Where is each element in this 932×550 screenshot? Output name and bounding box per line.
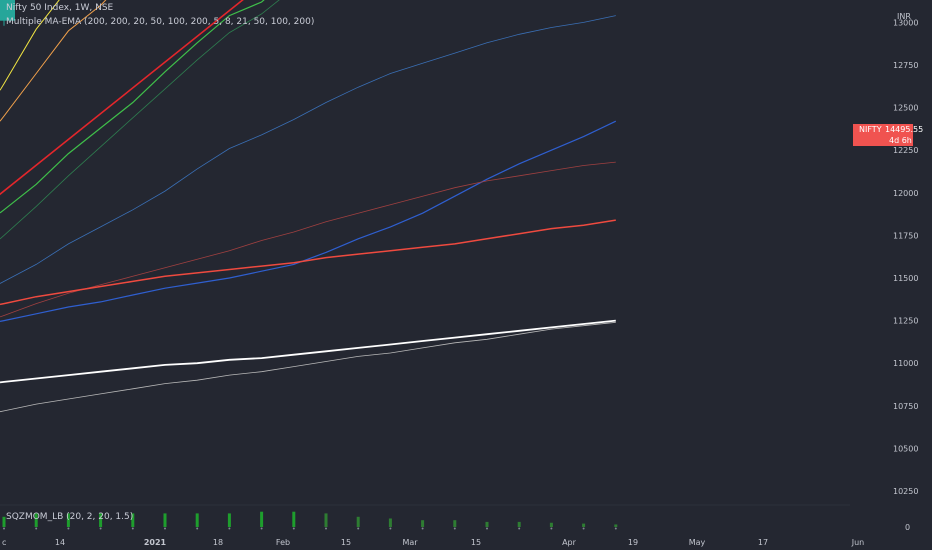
momentum-bar <box>356 516 360 527</box>
squeeze-dot <box>131 527 134 530</box>
time-tick-label: 14 <box>55 538 65 547</box>
time-tick-label: Jun <box>851 538 865 547</box>
price-tick-label: 10750 <box>893 402 918 411</box>
squeeze-dot <box>99 527 102 530</box>
momentum-bar <box>260 511 264 527</box>
price-tick-label: 11250 <box>893 317 918 326</box>
momentum-tick-label: 0 <box>905 523 910 532</box>
momentum-bar <box>582 523 586 527</box>
squeeze-momentum-legend: SQZMOM_LB (20, 2, 20, 1.5) <box>6 512 134 522</box>
ma-line <box>0 321 616 413</box>
squeeze-dot <box>164 527 166 530</box>
squeeze-dot <box>357 527 360 530</box>
squeeze-dot <box>67 527 70 530</box>
squeeze-dot <box>3 527 5 530</box>
ma-line <box>0 0 265 214</box>
momentum-bar <box>292 511 296 527</box>
momentum-histogram <box>2 511 618 530</box>
ma-line <box>0 161 616 318</box>
price-axis: 10250 10500 10750 11000 11250 11500 11750 12000… <box>893 18 918 532</box>
price-tick-label: 12750 <box>893 61 918 70</box>
momentum-bar <box>195 513 199 527</box>
momentum-bar <box>324 513 328 527</box>
ma-line <box>0 319 616 384</box>
price-tick-label: 12000 <box>893 189 918 198</box>
momentum-bar <box>99 513 103 527</box>
price-tick-label: 12250 <box>893 146 918 155</box>
time-tick-label: 2021 <box>144 538 167 547</box>
time-tick-label: Feb <box>276 538 290 547</box>
ma-line <box>0 0 280 240</box>
time-tick-label: Mar <box>402 538 418 547</box>
squeeze-dot <box>292 527 295 530</box>
momentum-bar <box>66 513 70 527</box>
momentum-bar <box>421 520 425 527</box>
momentum-bar <box>517 521 521 527</box>
price-tick-label: 10250 <box>893 487 918 496</box>
squeeze-dot <box>453 527 456 530</box>
squeeze-dot <box>550 527 553 530</box>
time-tick-label: 15 <box>341 538 351 547</box>
time-tick-label: 15 <box>471 538 481 547</box>
momentum-bar <box>453 520 457 527</box>
time-axis: c 14 2021 18 Feb 15 Mar 15 Apr 19 May 17 Jun <box>2 538 864 547</box>
price-tick-label: 11500 <box>893 274 918 283</box>
price-tick-label: 13000 <box>893 18 918 27</box>
squeeze-dot <box>325 527 327 530</box>
trend-lines <box>0 0 244 196</box>
squeeze-dot <box>228 527 231 530</box>
price-label-countdown: 4d 6h <box>889 136 912 145</box>
last-price-label: NIFTY 14495.55 4d 6h <box>853 124 923 146</box>
squeeze-dot <box>582 527 585 530</box>
time-tick-label: c <box>2 538 6 547</box>
squeeze-dot <box>389 527 392 530</box>
momentum-bar <box>163 513 167 527</box>
indicator-legend: Multiple MA-EMA (200, 200, 20, 50, 100, … <box>6 17 315 27</box>
momentum-bar <box>227 513 231 527</box>
price-tick-label: 10500 <box>893 444 918 453</box>
momentum-bar <box>388 518 392 527</box>
ma-line <box>0 0 107 122</box>
time-tick-label: 18 <box>213 538 223 547</box>
price-label-symbol: NIFTY <box>859 125 882 134</box>
trend-line <box>0 0 244 196</box>
ma-line <box>0 219 616 306</box>
candle-body <box>0 0 15 21</box>
time-tick-label: May <box>689 538 706 547</box>
chart-title: Nifty 50 Index, 1W, NSE <box>6 3 114 13</box>
squeeze-dot <box>614 527 617 530</box>
price-label-price: 14495.55 <box>885 125 924 134</box>
squeeze-dot <box>518 527 521 530</box>
squeeze-dot <box>196 527 199 530</box>
time-tick-label: 19 <box>628 538 638 547</box>
ma-line <box>0 15 616 284</box>
squeeze-dot <box>486 527 488 530</box>
price-tick-label: 11750 <box>893 231 918 240</box>
ma-line <box>0 120 617 322</box>
candle <box>0 0 15 26</box>
price-tick-label: 12500 <box>893 104 918 113</box>
ma-line <box>0 0 60 91</box>
candles <box>0 0 102 26</box>
squeeze-dot <box>421 527 424 530</box>
momentum-bar <box>2 516 6 527</box>
squeeze-dot <box>260 527 263 530</box>
squeeze-dot <box>35 527 38 530</box>
price-tick-label: 11000 <box>893 359 918 368</box>
time-tick-label: Apr <box>562 538 577 547</box>
momentum-bar <box>549 522 553 527</box>
time-tick-label: 17 <box>758 538 768 547</box>
momentum-bar <box>614 524 618 527</box>
currency-label: INR <box>897 12 911 21</box>
moving-averages <box>0 0 617 413</box>
momentum-bar <box>34 513 38 527</box>
momentum-bar <box>485 521 489 527</box>
momentum-bar <box>131 513 135 527</box>
